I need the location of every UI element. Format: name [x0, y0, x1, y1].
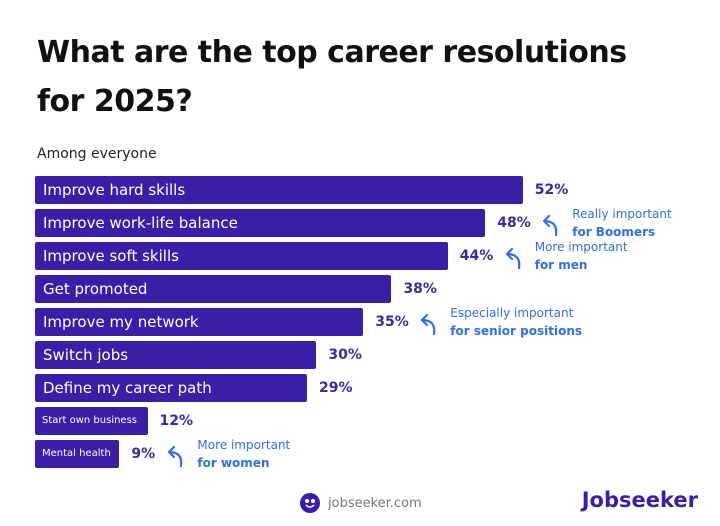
curved-arrow-icon — [168, 445, 183, 468]
bar: Improve soft skills — [35, 242, 448, 270]
value-label: 38% — [403, 281, 437, 297]
site-url[interactable]: jobseeker.com — [328, 495, 422, 511]
bar: Improve my network — [35, 308, 364, 336]
annotation-emphasis: for men — [534, 258, 588, 272]
value-label: 48% — [497, 215, 531, 231]
bar: Switch jobs — [35, 341, 317, 369]
annotation: More important for women — [197, 436, 290, 472]
value-label: 29% — [319, 380, 353, 396]
curved-arrow-icon — [421, 313, 436, 336]
value-label: 35% — [375, 314, 409, 330]
annotation-text: Really important — [572, 207, 672, 221]
bar: Define my career path — [35, 374, 308, 402]
annotation-emphasis: for Boomers — [572, 225, 656, 239]
curved-arrow-icon — [505, 247, 521, 270]
annotation-text: More important — [197, 438, 291, 452]
annotation-text: More important — [534, 240, 628, 254]
bar: Get promoted — [35, 275, 392, 303]
bar: Mental health — [35, 440, 120, 468]
annotation-text: Especially important — [450, 306, 574, 320]
annotation: Really important for Boomers — [572, 205, 671, 241]
value-label: 44% — [459, 248, 494, 264]
value-label: 30% — [328, 347, 362, 363]
value-label: 9% — [131, 446, 156, 462]
brand-logo: Jobseeker — [581, 488, 698, 512]
bar: Improve hard skills — [35, 176, 523, 204]
bar: Improve work-life balance — [35, 209, 486, 237]
annotation: More important for men — [535, 238, 628, 274]
chart-subtitle: Among everyone — [37, 146, 157, 162]
footer-site: jobseeker.com — [300, 493, 422, 513]
value-label: 52% — [534, 182, 569, 198]
annotation: Especially important for senior positions — [450, 304, 582, 340]
chart-title: What are the top career resolutions for … — [37, 35, 627, 119]
annotation-emphasis: for women — [197, 456, 270, 470]
smiley-icon — [300, 493, 320, 513]
curved-arrow-icon — [543, 214, 558, 237]
annotation-emphasis: for senior positions — [450, 324, 583, 338]
value-label: 12% — [159, 413, 194, 429]
bar: Start own business — [35, 407, 148, 435]
